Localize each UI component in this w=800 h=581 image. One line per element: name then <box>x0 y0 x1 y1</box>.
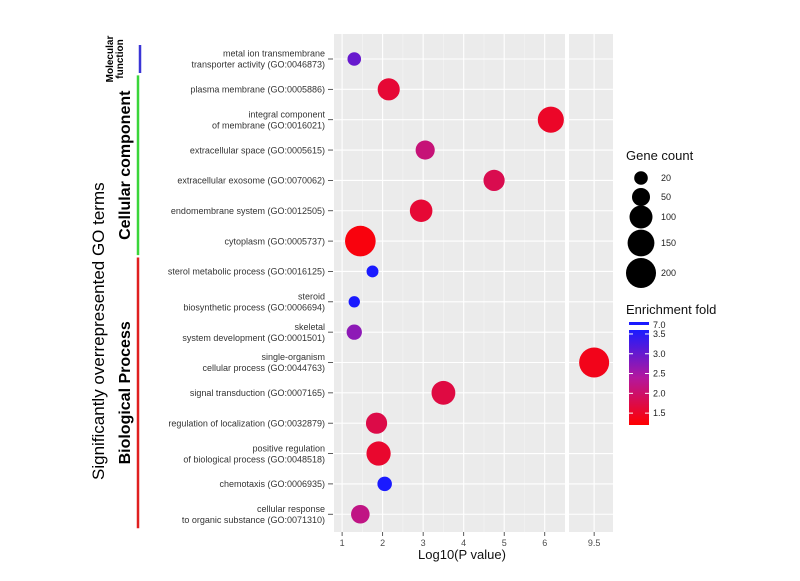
y-tick-label: signal transduction (GO:0007165) <box>190 388 325 398</box>
size-legend-label: 50 <box>661 192 671 202</box>
y-tick-label: steroid biosynthetic process (GO:0006694) <box>183 292 325 313</box>
data-point <box>351 504 370 524</box>
x-tick-label: 9.5 <box>588 538 601 548</box>
size-legend-label: 200 <box>661 268 676 278</box>
plot-panel-2 <box>569 34 613 532</box>
data-point <box>483 169 505 192</box>
y-tick-label: integral component of membrane (GO:001602… <box>212 109 326 130</box>
size-legend-label: 150 <box>661 238 676 248</box>
y-axis-title: Significantly overrepresented GO terms <box>89 182 108 480</box>
data-points <box>345 52 610 524</box>
group-label: Molecularfunction <box>105 36 126 83</box>
y-tick-label: endomembrane system (GO:0012505) <box>171 206 325 216</box>
fold-colorbar <box>629 330 649 425</box>
y-tick-label: skeletal system development (GO:0001501) <box>182 322 325 343</box>
data-point <box>346 324 362 340</box>
x-tick-label: 1 <box>340 538 345 548</box>
size-legend-label: 100 <box>661 212 676 222</box>
y-tick-label: extracellular space (GO:0005615) <box>190 145 325 155</box>
x-tick-label: 4 <box>461 538 466 548</box>
fold-break-label: 7.0 <box>653 320 666 330</box>
y-tick-label: plasma membrane (GO:0005886) <box>190 85 325 95</box>
x-tick-labels: 1 2 3 4 5 6 9.5 <box>340 532 601 548</box>
x-tick-label: 3 <box>421 538 426 548</box>
data-point <box>365 412 388 434</box>
y-tick-label: cytoplasm (GO:0005737) <box>224 236 325 246</box>
size-legend-key <box>625 257 657 289</box>
data-point <box>366 441 391 466</box>
size-legend-key <box>634 171 648 185</box>
data-point <box>377 78 400 101</box>
data-point <box>348 296 360 308</box>
fold-label: 2.0 <box>653 388 666 398</box>
y-tick-label: regulation of localization (GO:0032879) <box>168 418 325 428</box>
gene-count-legend-title: Gene count <box>626 148 694 163</box>
y-tick-label: extracellular exosome (GO:0070062) <box>177 176 325 186</box>
fold-label: 3.5 <box>653 329 666 339</box>
x-axis-title: Log10(P value) <box>418 547 506 562</box>
data-point <box>537 106 564 133</box>
data-point <box>377 476 392 492</box>
x-tick-label: 6 <box>542 538 547 548</box>
data-point <box>431 380 456 405</box>
data-point <box>366 265 379 278</box>
y-tick-label: cellular response to organic substance (G… <box>182 504 325 525</box>
fold-colorbar-break <box>629 322 649 325</box>
enrichment-fold-legend-title: Enrichment fold <box>626 302 716 317</box>
y-tick-label: positive regulation of biological process… <box>183 443 325 464</box>
x-tick-label: 2 <box>380 538 385 548</box>
size-legend-key <box>627 229 655 257</box>
data-point <box>415 140 435 160</box>
size-legend-label: 20 <box>661 173 671 183</box>
size-legend-key <box>629 205 653 229</box>
fold-label: 1.5 <box>653 408 666 418</box>
y-tick-label: chemotaxis (GO:0006935) <box>219 479 325 489</box>
group-label: Cellular component <box>117 90 134 240</box>
y-tick-label: sterol metabolic process (GO:0016125) <box>168 267 325 277</box>
y-tick-label: single-organism cellular process (GO:0044… <box>202 352 325 373</box>
enrichment-fold-legend: Enrichment fold 7.0 3.5 3.0 2.5 2.0 1.5 <box>626 302 716 425</box>
size-legend-key <box>631 187 651 207</box>
y-tick-labels: metal ion transmembrane transporter activ… <box>168 49 333 525</box>
group-annotations: Molecularfunction Cellular component Biolo… <box>105 36 142 529</box>
y-tick-label: metal ion transmembrane transporter activ… <box>191 49 325 70</box>
fold-label: 2.5 <box>653 369 666 379</box>
x-tick-label: 5 <box>502 538 507 548</box>
gene-count-legend: Gene count 20 50 100 150 200 <box>625 148 694 289</box>
group-label: Biological Process <box>117 321 134 464</box>
fold-label: 3.0 <box>653 349 666 359</box>
data-point <box>579 347 610 378</box>
data-point <box>347 52 362 66</box>
data-point <box>345 225 376 257</box>
data-point <box>409 199 433 223</box>
